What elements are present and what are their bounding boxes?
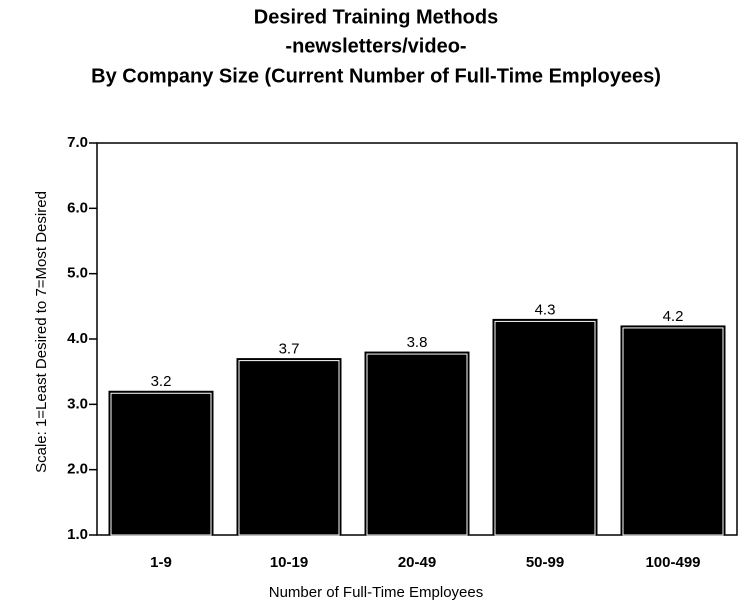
chart-title: Desired Training Methods [254, 6, 498, 28]
bar [108, 390, 214, 536]
bar [236, 358, 342, 536]
y-tick-label: 6.0 [67, 199, 88, 216]
bar-inner-outline [494, 320, 596, 536]
chart-subtitle: -newsletters/video- [285, 35, 466, 57]
x-tick-label: 20-49 [398, 554, 436, 571]
y-axis-label: Scale: 1=Least Desired to 7=Most Desired [33, 191, 50, 473]
chart-subtitle: By Company Size (Current Number of Full-… [91, 65, 661, 87]
bar-inner-outline [622, 327, 724, 536]
x-axis-label: Number of Full-Time Employees [269, 584, 484, 601]
x-tick-label: 50-99 [526, 554, 564, 571]
data-label: 4.2 [663, 308, 684, 325]
y-tick-label: 4.0 [67, 330, 88, 347]
y-tick-label: 3.0 [67, 395, 88, 412]
y-tick-label: 2.0 [67, 461, 88, 478]
bar [492, 318, 598, 536]
x-tick-label: 100-499 [645, 554, 700, 571]
x-tick-label: 10-19 [270, 554, 308, 571]
x-tick-label: 1-9 [150, 554, 172, 571]
data-label: 3.7 [279, 341, 300, 358]
bar-inner-outline [110, 392, 212, 536]
bar-inner-outline [238, 360, 340, 536]
bar [364, 351, 470, 536]
bar [620, 325, 726, 536]
data-label: 4.3 [535, 301, 556, 318]
y-tick-label: 1.0 [67, 526, 88, 543]
y-tick-label: 5.0 [67, 265, 88, 282]
bar-inner-outline [366, 353, 468, 536]
data-label: 3.2 [151, 373, 172, 390]
data-label: 3.8 [407, 334, 428, 351]
y-tick-label: 7.0 [67, 134, 88, 151]
